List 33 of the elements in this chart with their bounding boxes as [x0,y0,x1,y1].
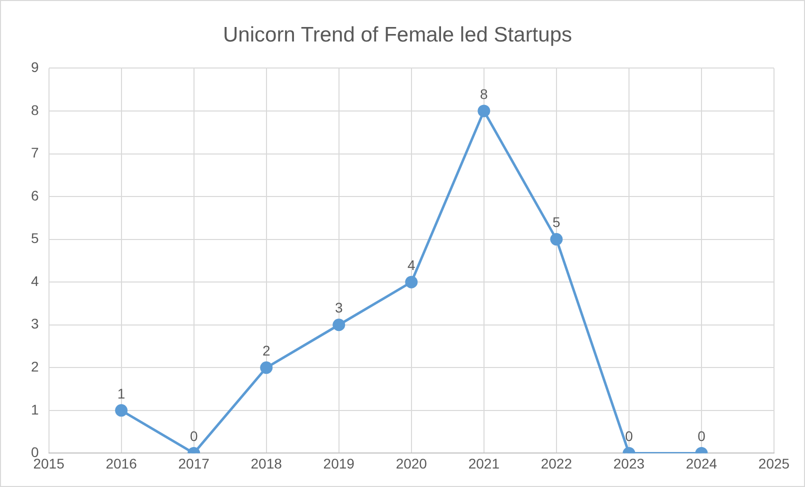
point [332,318,346,332]
data-label: 0 [190,428,198,444]
x-tick-label: 2017 [178,455,210,472]
x-tick-label: 2021 [468,455,500,472]
data-label: 0 [698,428,706,444]
x-tick-label: 2025 [758,455,790,472]
y-tick-label: 1 [30,401,39,418]
data-label: 8 [480,86,488,102]
chart-title: Unicorn Trend of Female led Startups [222,23,572,46]
x-tick-label: 2016 [106,455,138,472]
y-tick-label: 4 [30,272,39,289]
point [550,233,563,246]
y-tick-label: 9 [30,59,39,76]
y-tick-label: 8 [30,102,39,118]
data-label: 2 [262,342,270,359]
x-tick-label: 2020 [396,455,428,472]
data-label: 0 [625,428,634,444]
data-label: 4 [407,256,416,273]
x-tick-label: 2024 [686,455,718,472]
x-tick-label: 2018 [250,455,282,472]
y-tick-label: 2 [30,358,39,375]
y-tick-label: 7 [30,144,39,161]
x-tick-label: 2019 [323,455,355,472]
y-tick-label: 6 [30,187,39,204]
data-label: 3 [334,300,343,316]
data-label: 1 [117,385,126,402]
data-label: 5 [552,214,561,230]
x-tick-label: 2022 [540,455,572,472]
point [405,276,418,288]
y-tick-label: 5 [30,230,39,246]
point [260,361,273,374]
x-tick-label: 2023 [613,455,645,472]
y-tick-label: 3 [30,316,39,332]
